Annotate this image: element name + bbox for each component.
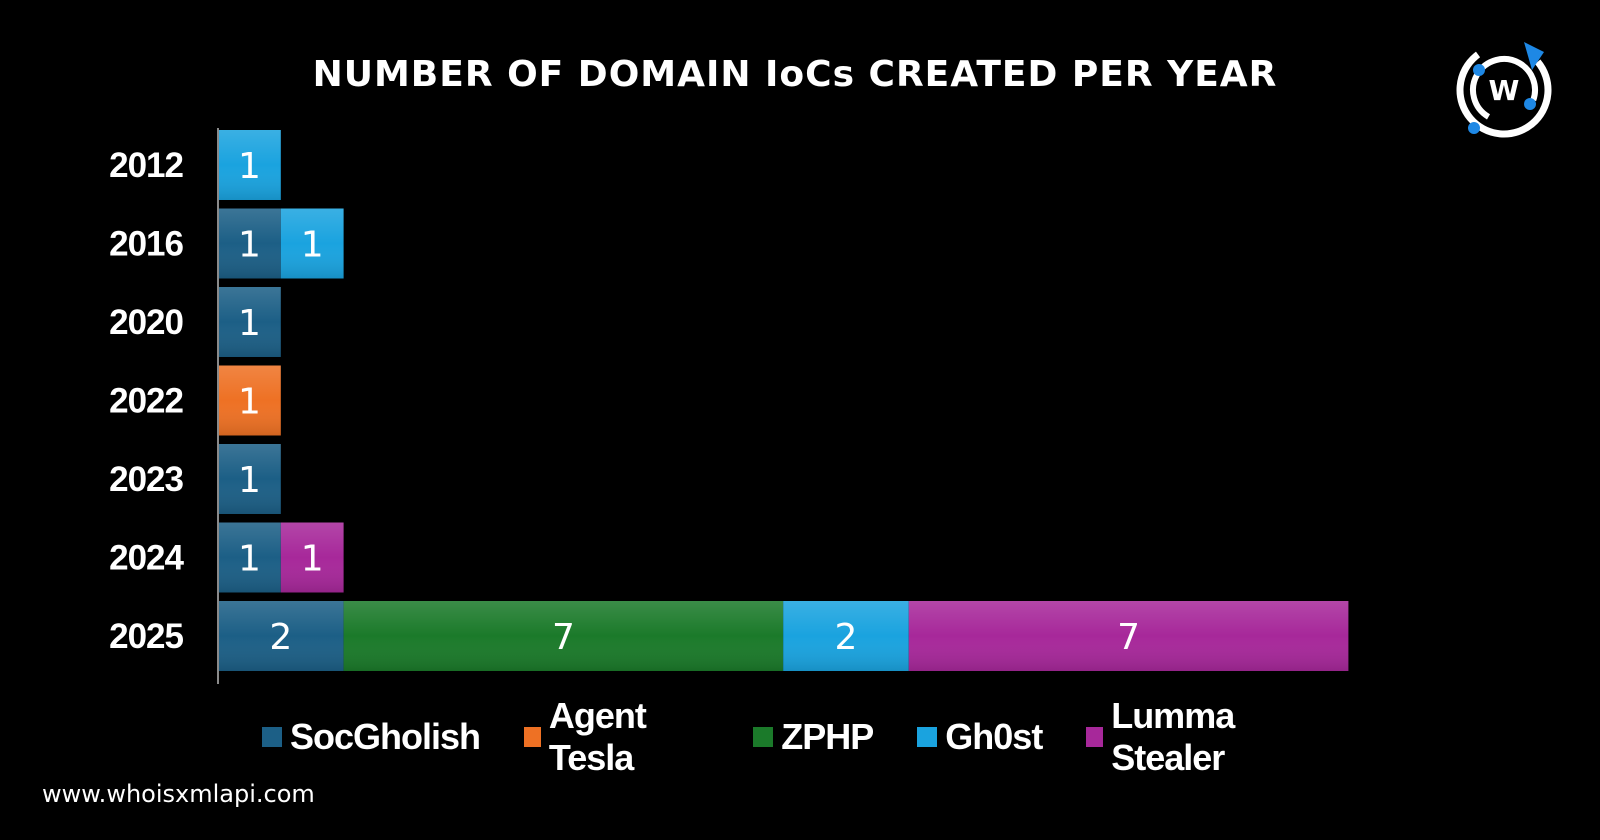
chart-title: NUMBER OF DOMAIN IoCs CREATED PER YEAR xyxy=(312,54,1278,95)
legend-item-lumma-stealer: Lumma Stealer xyxy=(1086,695,1318,779)
bar-shade xyxy=(218,287,281,357)
bar-gh0st-2025 xyxy=(783,601,909,671)
legend-swatch xyxy=(1086,727,1104,747)
data-label-lumma-stealer-2025: 7 xyxy=(1117,617,1140,658)
y-tick-label-2024: 2024 xyxy=(109,539,184,578)
bar-shade xyxy=(218,130,281,200)
whoisxmlapi-logo-icon: W xyxy=(1456,42,1552,138)
data-label-gh0st-2025: 2 xyxy=(835,617,858,658)
bar-shade xyxy=(908,601,1349,671)
bar-shade xyxy=(280,522,344,593)
data-label-socgholish-2016: 1 xyxy=(238,225,261,266)
legend-swatch xyxy=(753,727,774,747)
bar-shade xyxy=(218,208,281,279)
data-label-socgholish-2020: 1 xyxy=(238,303,261,344)
bar-shade xyxy=(280,208,344,279)
y-tick-label-2012: 2012 xyxy=(109,146,183,185)
bar-agent-tesla-2022 xyxy=(218,365,281,436)
bar-shade xyxy=(218,365,281,436)
bar-socgholish-2025 xyxy=(218,601,344,671)
bar-socgholish-2024 xyxy=(218,522,281,593)
bar-socgholish-2020 xyxy=(218,287,281,357)
y-tick-label-2016: 2016 xyxy=(109,225,183,264)
bar-shade xyxy=(218,601,344,671)
legend-label: Agent Tesla xyxy=(548,695,647,778)
legend: SocGholish Agent Tesla ZPHP Gh0st Lumma Stea… xyxy=(262,695,1362,778)
bar-socgholish-2023 xyxy=(218,444,281,514)
logo-letter: W xyxy=(1489,74,1520,107)
y-tick-label-2025: 2025 xyxy=(109,617,183,656)
bar-shade xyxy=(343,601,784,671)
data-label-lumma-stealer-2024: 1 xyxy=(301,539,324,580)
legend-label: Lumma Stealer xyxy=(1111,695,1235,778)
bar-zphp-2025 xyxy=(343,601,784,671)
footer-url: www.whoisxmlapi.com xyxy=(42,780,315,808)
legend-item-gh0st: Gh0st xyxy=(917,716,1043,758)
bar-gh0st-2012 xyxy=(218,130,281,200)
data-label-zphp-2025: 7 xyxy=(552,617,575,658)
legend-swatch xyxy=(917,727,938,747)
data-label-socgholish-2023: 1 xyxy=(238,460,261,501)
legend-label: ZPHP xyxy=(781,716,874,757)
legend-label: SocGholish xyxy=(290,716,481,757)
bar-gh0st-2016 xyxy=(280,208,344,279)
bar-shade xyxy=(218,522,281,593)
data-label-gh0st-2016: 1 xyxy=(301,225,324,266)
y-tick-label-2022: 2022 xyxy=(109,382,183,421)
data-label-agent-tesla-2022: 1 xyxy=(238,382,261,423)
data-label-socgholish-2024: 1 xyxy=(238,539,261,580)
legend-item-zphp: ZPHP xyxy=(753,716,874,758)
legend-swatch xyxy=(262,727,282,747)
bar-lumma-stealer-2024 xyxy=(280,522,344,593)
y-tick-label-2020: 2020 xyxy=(109,303,183,342)
bar-socgholish-2016 xyxy=(218,208,281,279)
bar-lumma-stealer-2025 xyxy=(908,601,1349,671)
bar-shade xyxy=(218,444,281,514)
legend-label: Gh0st xyxy=(945,716,1043,757)
data-label-socgholish-2025: 2 xyxy=(269,617,292,658)
y-tick-label-2023: 2023 xyxy=(109,460,183,499)
legend-item-socgholish: SocGholish xyxy=(262,716,481,758)
legend-swatch xyxy=(524,727,541,747)
bar-shade xyxy=(783,601,909,671)
data-label-gh0st-2012: 1 xyxy=(238,146,261,187)
legend-item-agent-tesla: Agent Tesla xyxy=(524,695,709,779)
